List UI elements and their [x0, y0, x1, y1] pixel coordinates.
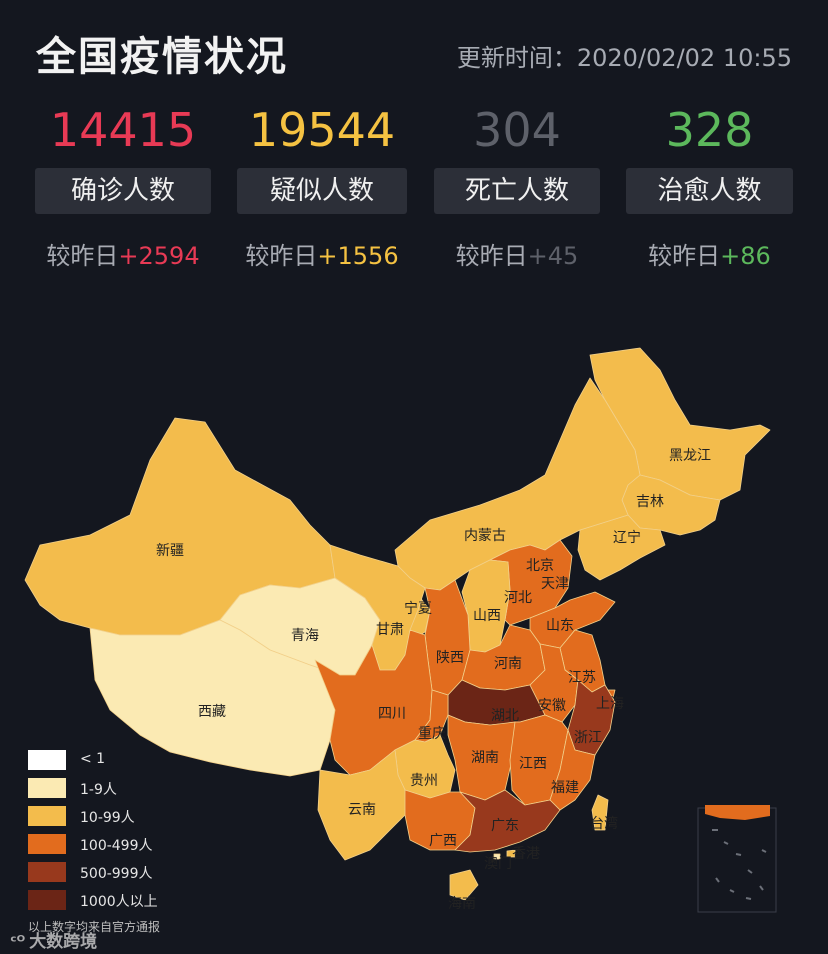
- province-label: 新疆: [156, 543, 184, 559]
- province-label: 西藏: [198, 704, 226, 720]
- province-region[interactable]: [591, 794, 609, 831]
- south-china-sea-inset: [697, 805, 777, 913]
- province-region[interactable]: [577, 514, 666, 581]
- china-map: 黑龙江吉林辽宁 内蒙古新疆北京天津 河北宁夏 山西山东青海 甘肃陕西 河南江苏 上海西藏 四川…: [0, 330, 828, 954]
- watermark: ᶜᴼ 大数跨境: [10, 932, 98, 952]
- province-label: 天津: [541, 576, 569, 592]
- province-label: 河北: [504, 590, 532, 606]
- stat-confirmed-number: 14415: [49, 103, 197, 157]
- legend-swatch: [28, 834, 66, 854]
- province-label: 浙江: [574, 730, 602, 746]
- legend-swatch: [28, 890, 66, 910]
- legend-swatch: [28, 778, 66, 798]
- province-label: 江苏: [568, 670, 596, 686]
- source-note: 以上数字均来自官方通报: [28, 920, 161, 934]
- stat-deaths: 304 死亡人数 较昨日+45: [434, 100, 600, 271]
- province-region[interactable]: [506, 849, 516, 858]
- stat-cured-label: 治愈人数: [626, 168, 793, 214]
- province-label: 广西: [429, 833, 457, 849]
- stat-suspected-delta: 较昨日+1556: [245, 242, 399, 270]
- stat-cured-number: 328: [665, 103, 754, 157]
- legend-label: 1000人以上: [80, 894, 158, 910]
- header: 全国疫情状况 更新时间：2020/02/02 10:55: [0, 0, 828, 100]
- stat-confirmed: 14415 确诊人数 较昨日+2594: [35, 100, 211, 271]
- legend-label: 100-499人: [80, 838, 153, 854]
- province-label: 北京: [526, 558, 554, 574]
- province-label: 甘肃: [376, 622, 404, 638]
- watermark-logo-icon: ᶜᴼ: [10, 932, 26, 951]
- legend-label: 1-9人: [80, 782, 117, 798]
- province-label: 台湾: [590, 815, 618, 832]
- province-label: 江西: [519, 756, 547, 772]
- legend-label: 10-99人: [80, 810, 135, 826]
- legend-swatch: [28, 806, 66, 826]
- province-label: 湖南: [471, 750, 499, 766]
- legend-item: 100-499人: [28, 832, 228, 860]
- province-label: 吉林: [636, 494, 664, 510]
- province-label: 辽宁: [613, 529, 641, 546]
- stat-suspected-label: 疑似人数: [237, 168, 407, 214]
- legend-label: < 1: [80, 751, 106, 767]
- legend-label: 500-999人: [80, 866, 153, 882]
- province-label: 重庆: [418, 726, 446, 742]
- legend-swatch: [28, 862, 66, 882]
- legend-item: 500-999人: [28, 860, 228, 888]
- page-title: 全国疫情状况: [36, 34, 288, 80]
- province-label: 安徽: [538, 698, 566, 714]
- province-region[interactable]: [454, 789, 561, 853]
- province-label: 香港: [512, 846, 540, 862]
- province-label: 上海: [596, 696, 624, 712]
- stat-suspected: 19544 疑似人数 较昨日+1556: [237, 100, 407, 271]
- province-label: 云南: [348, 802, 376, 818]
- stat-confirmed-delta: 较昨日+2594: [46, 242, 200, 270]
- legend-item: < 1: [28, 748, 228, 776]
- stat-deaths-delta: 较昨日+45: [455, 242, 579, 270]
- update-timestamp: 更新时间：2020/02/02 10:55: [456, 44, 792, 72]
- stat-cured: 328 治愈人数 较昨日+86: [626, 100, 793, 271]
- province-label: 澳门: [484, 856, 512, 872]
- province-label: 湖北: [491, 708, 519, 724]
- province-label: 陕西: [436, 650, 464, 666]
- stat-deaths-number: 304: [473, 103, 561, 157]
- province-label: 山西: [473, 608, 501, 624]
- province-label: 青海: [291, 628, 319, 644]
- stat-suspected-number: 19544: [248, 103, 396, 157]
- legend-item: 1-9人: [28, 776, 228, 804]
- province-region[interactable]: [314, 629, 433, 776]
- legend-swatch: [28, 750, 66, 770]
- province-label: 广东: [491, 818, 519, 834]
- stats-row: 14415 确诊人数 较昨日+2594 19544 疑似人数 较昨日+1556 …: [0, 100, 828, 280]
- legend-item: 10-99人: [28, 804, 228, 832]
- province-label: 福建: [551, 780, 579, 796]
- province-label: 河南: [494, 656, 522, 672]
- stat-cured-delta: 较昨日+86: [648, 242, 771, 270]
- province-label: 四川: [378, 706, 406, 722]
- province-label: 贵州: [410, 773, 438, 789]
- province-label: 山东: [546, 618, 574, 634]
- stat-confirmed-label: 确诊人数: [35, 168, 211, 214]
- province-label: 内蒙古: [464, 528, 506, 544]
- province-region[interactable]: [493, 853, 501, 860]
- map-legend: < 1 1-9人 10-99人 100-499人 500-999人 1000人以…: [28, 748, 228, 916]
- province-region[interactable]: [449, 869, 479, 901]
- province-label: 黑龙江: [669, 448, 711, 464]
- province-label: 宁夏: [404, 600, 432, 617]
- province-region[interactable]: [567, 679, 616, 756]
- stat-deaths-label: 死亡人数: [434, 168, 600, 214]
- province-label: 海南: [448, 896, 476, 912]
- legend-item: 1000人以上: [28, 888, 228, 916]
